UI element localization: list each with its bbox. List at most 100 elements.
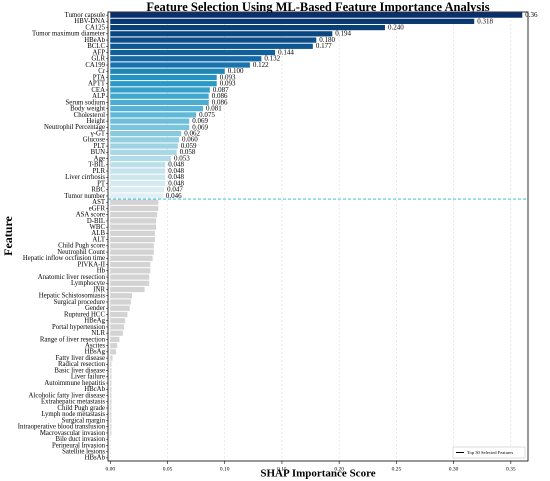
value-label: 0.047 <box>167 186 183 194</box>
bar <box>110 68 225 74</box>
bar <box>110 118 190 124</box>
y-tick-label: γ-GT <box>90 130 106 137</box>
y-axis-label: Feature <box>1 215 15 255</box>
bar <box>110 424 112 430</box>
y-tick-label: Anatomic liver resection <box>38 274 106 281</box>
y-tick-label: Tumor number <box>64 193 105 200</box>
y-tick-label: PLR <box>93 168 106 175</box>
y-tick-label: Fatty liver disease <box>56 355 105 362</box>
bar <box>110 93 209 99</box>
value-label: 0.144 <box>278 48 294 56</box>
value-label: 0.100 <box>228 67 244 75</box>
bar <box>110 130 182 137</box>
bar <box>110 37 317 43</box>
bar <box>110 218 157 224</box>
value-label: 0.062 <box>184 130 200 138</box>
y-tick-label: Macrovascular invasion <box>40 430 106 437</box>
y-tick-label: Neutrophil Count <box>57 249 105 256</box>
bar <box>110 330 123 336</box>
y-tick-label: Tumor capsule <box>65 12 105 19</box>
x-tick-label: 0.15 <box>277 466 287 472</box>
bar <box>110 168 166 174</box>
y-tick-label: Surgical margin <box>62 417 106 424</box>
value-label: 0.36 <box>525 11 538 19</box>
bar <box>110 392 112 399</box>
y-tick-label: Bile duct invasion <box>56 436 106 443</box>
bar <box>110 56 262 62</box>
y-tick-label: ALP <box>92 93 105 100</box>
bar <box>110 62 250 68</box>
bar <box>110 405 112 411</box>
bar <box>110 137 179 143</box>
y-tick-label: PIVKA-II <box>77 261 105 268</box>
bar <box>110 261 151 268</box>
bar <box>110 74 217 81</box>
y-tick-label: ASA score <box>76 212 105 219</box>
value-label: 0.081 <box>206 105 222 113</box>
value-label: 0.177 <box>316 42 332 50</box>
y-tick-label: Ascites <box>85 342 105 349</box>
y-tick-label: T-BIL <box>88 162 105 169</box>
bar <box>110 174 166 180</box>
bar <box>110 187 165 193</box>
bar <box>110 355 113 361</box>
bar <box>110 255 153 261</box>
y-tick-label: HBcAb <box>84 386 105 393</box>
bar <box>110 411 112 417</box>
y-tick-label: ALT <box>92 236 105 243</box>
y-tick-label: Serum sodium <box>66 99 106 106</box>
y-tick-label: Hb <box>97 268 106 275</box>
bar <box>110 12 523 18</box>
y-tick-label: Extrahepatic metastasis <box>41 399 105 406</box>
y-tick-label: AST <box>92 199 106 206</box>
x-axis-label: SHAP Importance Score <box>260 468 375 480</box>
bar <box>110 236 155 243</box>
bar <box>110 305 130 311</box>
y-tick-label: HBsAb <box>85 455 106 462</box>
value-label: 0.093 <box>220 73 236 81</box>
y-tick-label: RBC <box>91 187 105 194</box>
x-tick-label: 0.30 <box>449 466 459 472</box>
y-tick-label: D-BIL <box>87 218 105 225</box>
y-tick-label: CA125 <box>85 24 105 31</box>
y-tick-label: PTA <box>93 74 105 81</box>
y-tick-label: PT <box>97 180 106 187</box>
value-label: 0.132 <box>264 55 280 63</box>
x-tick-label: 0.20 <box>334 466 344 472</box>
bar <box>110 143 178 149</box>
y-tick-label: Radical resection <box>58 361 106 368</box>
y-tick-label: CA199 <box>85 62 105 69</box>
bar <box>110 24 385 31</box>
bar <box>110 31 333 37</box>
bar <box>110 343 118 349</box>
y-tick-label: WBC <box>90 224 106 231</box>
bar <box>110 268 151 274</box>
bar <box>110 87 210 93</box>
y-tick-label: Alcoholic fatty liver disease <box>29 392 105 399</box>
y-tick-label: Range of liver resection <box>40 336 106 343</box>
bar <box>110 199 159 205</box>
bar <box>110 336 120 343</box>
value-label: 0.087 <box>213 86 229 94</box>
y-tick-label: BCLC <box>87 43 105 50</box>
value-label: 0.048 <box>168 179 184 187</box>
value-label: 0.048 <box>168 173 184 181</box>
y-tick-label: Cr <box>98 68 106 75</box>
y-tick-label: Body weight <box>70 106 105 113</box>
bar <box>110 274 150 280</box>
y-tick-label: Glucose <box>83 137 105 144</box>
bar <box>110 374 112 380</box>
bar <box>110 212 158 218</box>
y-tick-label: Height <box>87 118 106 125</box>
y-tick-label: BUN <box>91 149 105 156</box>
bar <box>110 49 276 56</box>
y-tick-label: HBeAg <box>84 318 105 325</box>
y-tick-label: Surgical procedure <box>54 299 105 306</box>
chart-title: Feature Selection Using ML-Based Feature… <box>146 0 489 14</box>
value-label: 0.059 <box>181 142 197 150</box>
legend: Top 30 Selected Features <box>452 446 526 459</box>
y-tick-label: Basic liver disease <box>54 367 105 374</box>
bar <box>110 399 112 405</box>
value-label: 0.086 <box>212 92 228 100</box>
